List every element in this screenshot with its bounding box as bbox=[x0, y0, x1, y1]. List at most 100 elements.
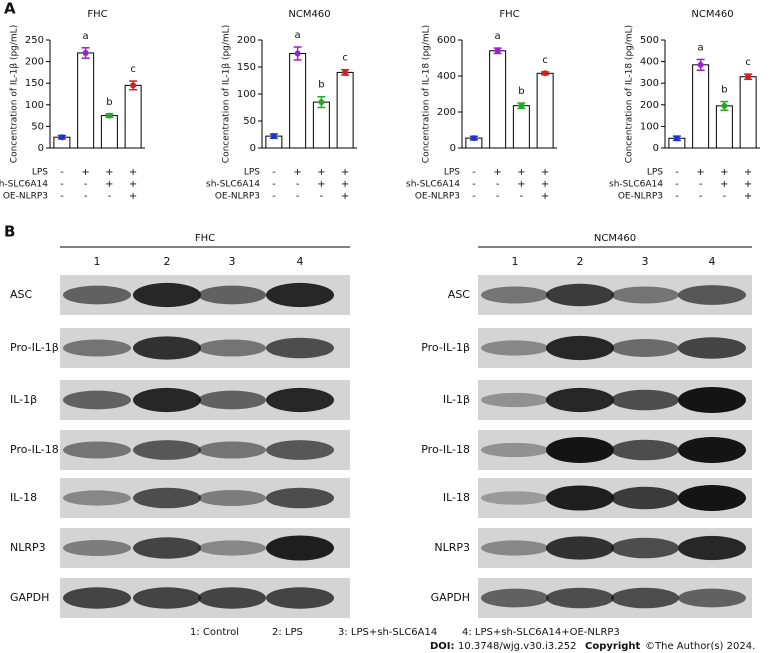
condition-sign: + bbox=[81, 167, 89, 178]
y-tick-label: 300 bbox=[640, 78, 659, 89]
y-axis-label: Concentration of IL-18 (pg/mL) bbox=[422, 25, 432, 163]
condition-sign: + bbox=[493, 167, 501, 178]
y-tick-label: 50 bbox=[243, 116, 256, 127]
chart-title: NCM460 bbox=[691, 9, 733, 20]
condition-sign: + bbox=[744, 179, 752, 190]
blot-band bbox=[198, 540, 266, 556]
data-point bbox=[470, 135, 477, 142]
significance-label: a bbox=[495, 31, 501, 42]
blot-band bbox=[133, 336, 201, 360]
condition-sign: - bbox=[472, 191, 476, 202]
blot-band bbox=[611, 286, 679, 304]
blot-band bbox=[611, 439, 679, 461]
condition-sign: + bbox=[696, 167, 704, 178]
condition-sign: + bbox=[317, 179, 325, 190]
blot-band bbox=[63, 390, 131, 410]
condition-sign: - bbox=[272, 167, 276, 178]
y-tick-label: 0 bbox=[38, 143, 44, 154]
condition-sign: - bbox=[496, 179, 500, 190]
protein-label: Pro-IL-1β bbox=[10, 341, 59, 354]
data-point bbox=[697, 61, 704, 68]
y-axis-label: Concentration of IL-1β (pg/mL) bbox=[222, 25, 232, 163]
protein-label: IL-1β bbox=[443, 393, 470, 406]
condition-sign: - bbox=[675, 167, 679, 178]
blot-band bbox=[611, 389, 679, 411]
condition-label: sh-SLC6A14 bbox=[609, 180, 663, 190]
y-tick-label: 0 bbox=[450, 143, 456, 154]
blot-band bbox=[133, 537, 201, 559]
blot-band bbox=[546, 437, 614, 463]
data-point bbox=[673, 135, 680, 142]
y-tick-label: 100 bbox=[237, 89, 256, 100]
blot-band bbox=[63, 285, 131, 305]
condition-sign: - bbox=[675, 179, 679, 190]
protein-label: NLRP3 bbox=[10, 541, 46, 554]
condition-sign: - bbox=[496, 191, 500, 202]
data-point bbox=[494, 47, 501, 54]
chart-title: FHC bbox=[499, 9, 519, 20]
blot-band bbox=[481, 491, 549, 505]
lane-number: 3 bbox=[229, 255, 236, 268]
protein-label: ASC bbox=[448, 288, 471, 301]
y-tick-label: 400 bbox=[437, 71, 456, 82]
lane-number: 2 bbox=[577, 255, 584, 268]
significance-label: c bbox=[542, 55, 548, 66]
condition-sign: + bbox=[720, 179, 728, 190]
blot-band bbox=[198, 285, 266, 305]
blot-band bbox=[133, 387, 201, 413]
condition-label: OE-NLRP3 bbox=[415, 192, 460, 202]
lane-number: 4 bbox=[297, 255, 304, 268]
blot-band bbox=[481, 588, 549, 608]
blot-band bbox=[678, 535, 746, 561]
protein-label: GAPDH bbox=[10, 591, 49, 604]
y-axis-label: Concentration of IL-18 (pg/mL) bbox=[625, 25, 635, 163]
condition-sign: + bbox=[541, 167, 549, 178]
condition-sign: - bbox=[84, 191, 88, 202]
protein-label: ASC bbox=[10, 288, 33, 301]
copyright: ©The Author(s) 2024. bbox=[645, 641, 755, 652]
protein-label: Pro-IL-18 bbox=[10, 443, 59, 456]
bar bbox=[739, 76, 757, 149]
condition-sign: - bbox=[520, 191, 524, 202]
condition-label: OE-NLRP3 bbox=[618, 192, 663, 202]
condition-sign: - bbox=[60, 179, 64, 190]
y-tick-label: 200 bbox=[237, 35, 256, 46]
condition-sign: + bbox=[720, 167, 728, 178]
doi: 10.3748/wjg.v30.i3.252 bbox=[458, 641, 576, 652]
y-tick-label: 200 bbox=[437, 107, 456, 118]
blot-band bbox=[611, 339, 679, 357]
data-point bbox=[270, 133, 277, 140]
data-point bbox=[542, 70, 549, 77]
blot-band bbox=[678, 437, 746, 463]
panel-label: A bbox=[4, 0, 16, 18]
condition-label: LPS bbox=[647, 168, 663, 178]
bar bbox=[489, 50, 507, 149]
data-point bbox=[106, 112, 113, 119]
data-point bbox=[294, 50, 301, 57]
panel-label: B bbox=[4, 223, 15, 241]
condition-sign: + bbox=[105, 167, 113, 178]
condition-label: sh-SLC6A14 bbox=[406, 180, 460, 190]
blot-title: NCM460 bbox=[594, 233, 636, 244]
condition-sign: - bbox=[723, 191, 727, 202]
bar bbox=[124, 84, 142, 149]
data-point bbox=[58, 134, 65, 141]
blot-band bbox=[266, 282, 334, 308]
condition-sign: + bbox=[541, 191, 549, 202]
blot-band bbox=[63, 587, 131, 609]
blot-band bbox=[546, 335, 614, 361]
blot-band bbox=[611, 537, 679, 559]
y-tick-label: 150 bbox=[25, 78, 44, 89]
doi-label: DOI: bbox=[430, 641, 455, 652]
significance-label: b bbox=[106, 97, 112, 108]
blot-band bbox=[611, 486, 679, 510]
protein-label: GAPDH bbox=[431, 591, 470, 604]
y-tick-label: 100 bbox=[640, 121, 659, 132]
blot-band bbox=[63, 339, 131, 357]
condition-label: sh-SLC6A14 bbox=[0, 180, 48, 190]
condition-sign: + bbox=[293, 167, 301, 178]
bar bbox=[512, 105, 530, 149]
condition-sign: - bbox=[675, 191, 679, 202]
bar bbox=[692, 64, 710, 149]
